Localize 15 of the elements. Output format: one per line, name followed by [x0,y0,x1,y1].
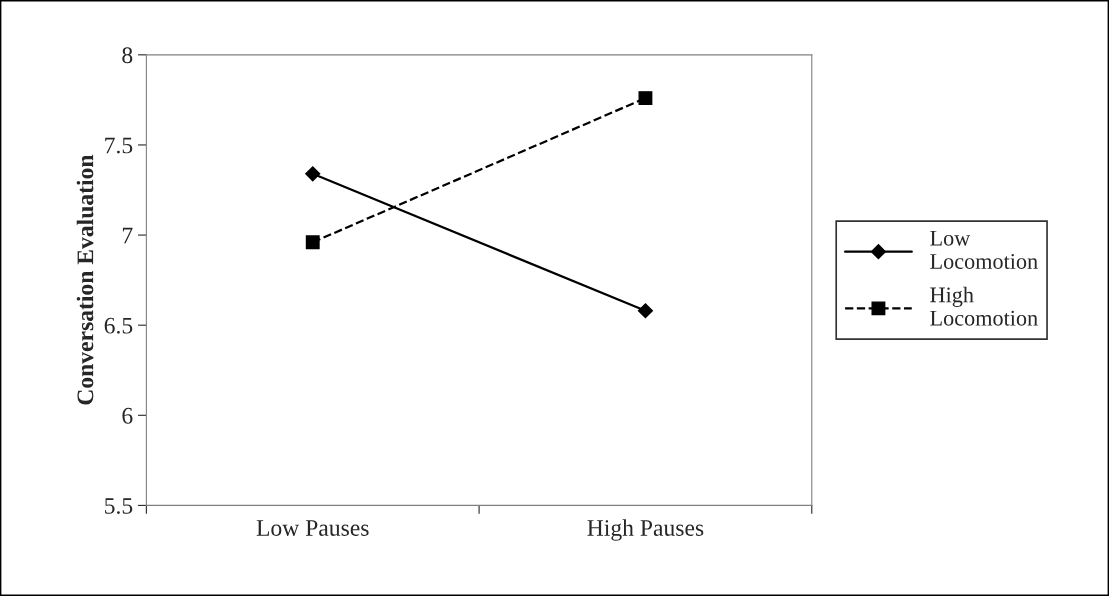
point [305,235,320,250]
point [638,91,653,106]
y-tick-label: 8 [122,47,133,64]
legend-label: Low Locomotion [930,230,1038,269]
point [305,166,321,182]
y-tick-label: 7 [122,227,133,244]
y-tick-label: 6 [122,407,133,424]
y-axis-title: Conversation Evaluation [76,154,94,405]
x-tick-label: High Pauses [587,519,704,541]
point [637,303,654,319]
x-tick-label: Low Pauses [256,520,369,536]
y-tick-label: 6.5 [104,317,133,334]
y-tick-label: 7.5 [105,137,133,154]
legend-label: High Locomotion [930,286,1038,326]
y-tick-label: 5.5 [105,498,133,514]
